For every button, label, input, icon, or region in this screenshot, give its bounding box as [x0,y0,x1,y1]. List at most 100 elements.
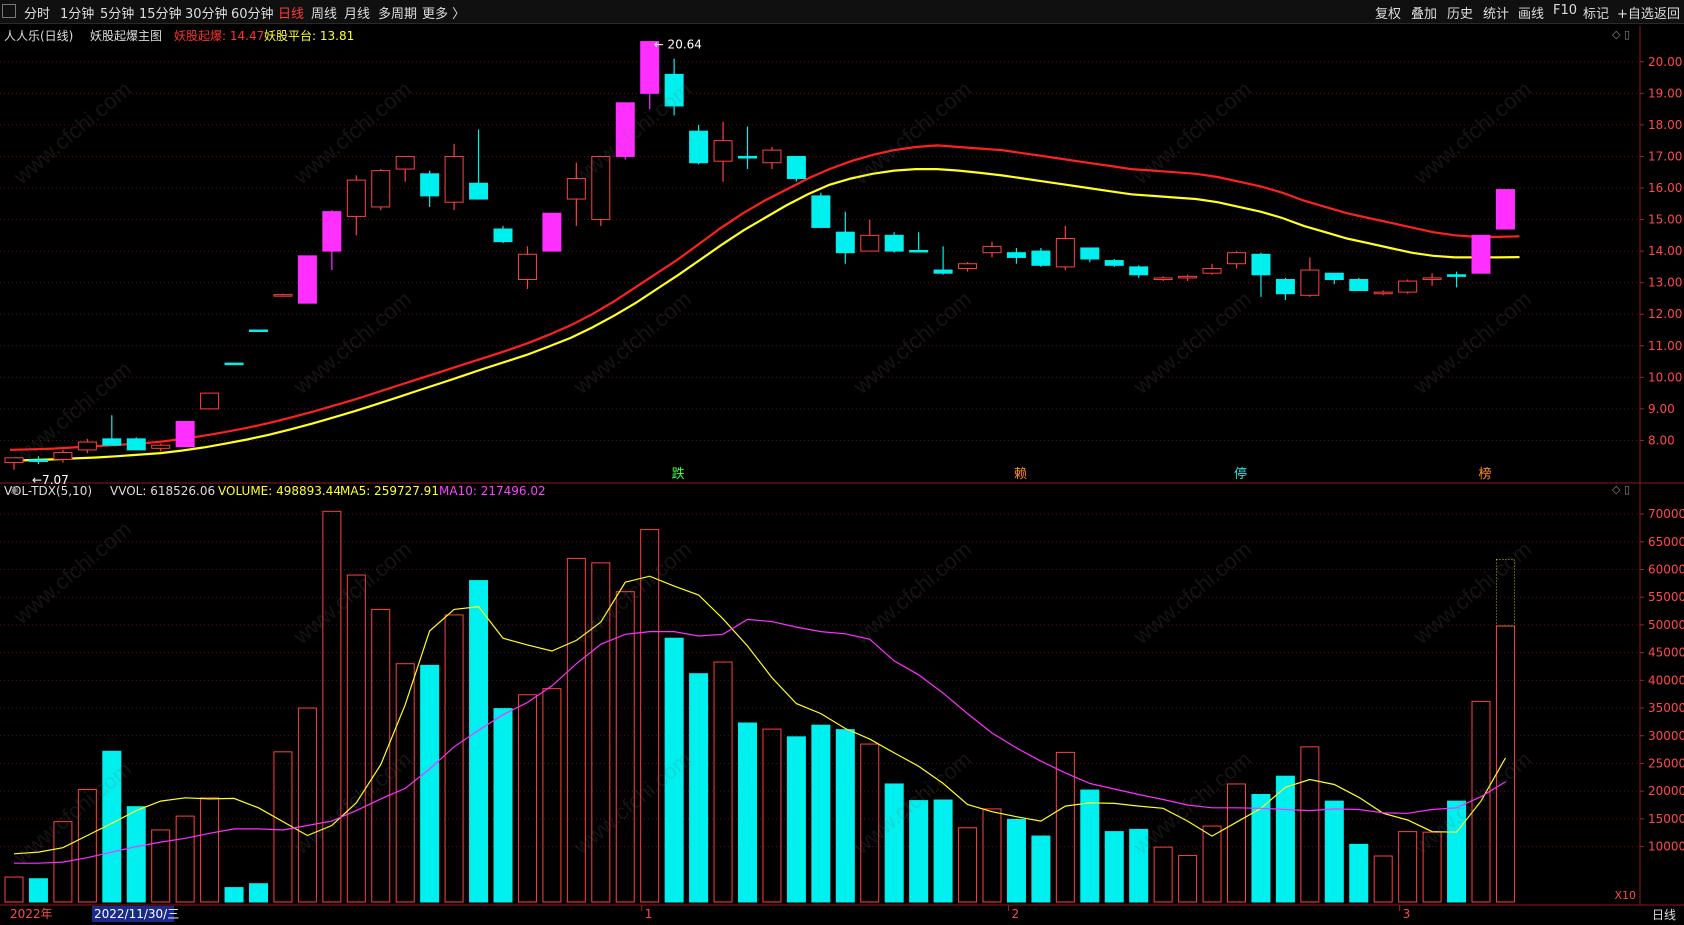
volume-bar [542,688,562,903]
period-tab-daily[interactable]: 日线 [278,7,305,22]
period-tab-more[interactable]: 更多 〉 [422,7,466,22]
volume-bar [322,510,342,903]
volume-bar [1006,818,1026,903]
candle-body [1251,253,1271,276]
candle-body [1202,267,1222,274]
candle-body [151,444,171,449]
price-tick-label: 14.00 [1648,244,1682,258]
candle-body [126,438,146,451]
period-tab-weekly[interactable]: 周线 [311,7,338,22]
line1-value: 妖股起爆: 14.47 [174,29,265,43]
period-tab-60min[interactable]: 60分钟 [231,7,274,22]
volume-bar [175,815,195,903]
volume-bar [1227,783,1246,903]
date-year-label: 2022年 [10,907,53,921]
vol-ma10-series [14,618,1506,864]
candle-body [1398,280,1418,293]
vvol-value: VVOL: 618526.06 [110,484,216,498]
bottom-period-tab[interactable]: 日线 [1651,908,1676,922]
candle-body [102,438,122,446]
candle-body [1153,277,1173,281]
volume-bar [1202,825,1222,903]
volume-bar [762,728,782,903]
volume-bar [517,694,537,903]
volume-bar [664,637,684,903]
candle-body [566,178,586,200]
volume-bar [469,580,489,903]
volume-bar [835,729,855,903]
candle-body [1031,250,1051,266]
volume-bar [640,529,660,903]
volume-bar [786,736,806,903]
volume-bar [4,876,24,903]
candle-body [1178,275,1198,279]
period-tab-monthly[interactable]: 月线 [344,7,371,22]
candle-body [786,155,806,180]
volume-bar [53,821,73,903]
volume-bar [1422,831,1442,903]
adjust-rights-button[interactable]: 复权 [1375,7,1402,22]
stock-title[interactable]: 人人乐(日线) [4,29,74,43]
volume-bar [395,663,415,903]
signal-mark: 停 [1234,466,1247,482]
candle-body [958,263,978,269]
volume-bar [1251,793,1271,903]
period-tab-1min[interactable]: 1分钟 [60,7,95,22]
date-cursor-label: 2022/11/30/三 [94,907,179,921]
price-tick-label: 10.00 [1648,370,1682,384]
back-button[interactable]: 返回 [1654,7,1681,22]
volume-bar [151,829,171,903]
period-toolbar: 分时 1分钟 5分钟 15分钟 30分钟 60分钟 日线 周线 月线 多周期 更… [0,0,1684,24]
candle-body [1104,260,1124,266]
candle-body [1080,247,1100,260]
volume-bar-forecast [1495,559,1515,627]
volume-bar [1324,800,1344,903]
signal-mark: 跌 [672,466,685,482]
volume-bar [249,883,268,903]
window-control-icon[interactable] [2,4,16,18]
price-tick-label: 13.00 [1648,276,1682,290]
candle-body [346,179,366,217]
main-indicator-name[interactable]: 妖股起爆主图 [90,29,163,43]
candle-body [811,195,831,228]
candle-body [420,173,440,197]
candle-body [1275,279,1295,295]
volume-tick-label: 20000 [1648,784,1684,798]
candle-body [1006,252,1026,258]
period-tab-30min[interactable]: 30分钟 [185,7,228,22]
volume-bar [1055,751,1075,903]
period-tab-multi[interactable]: 多周期 [378,7,418,22]
period-tab-5min[interactable]: 5分钟 [100,7,135,22]
volume-bar [1447,800,1467,903]
signal-mark: 赖 [1014,467,1027,482]
overlay-button[interactable]: 叠加 [1411,7,1438,22]
add-watchlist-button[interactable]: +自选 [1617,7,1654,22]
candle-body [640,41,660,94]
history-button[interactable]: 历史 [1447,7,1474,22]
ma5-value: MA5: 259727.91 [340,484,439,498]
statistics-button[interactable]: 统计 [1483,7,1510,22]
price-tick-label: 15.00 [1648,213,1682,227]
draw-line-button[interactable]: 画线 [1518,7,1545,22]
price-tick-label: 9.00 [1648,402,1675,416]
period-tab-timeshare[interactable]: 分时 [24,7,51,22]
f10-button[interactable]: F10 [1553,3,1578,18]
volume-bar [738,722,757,903]
mark-button[interactable]: 标记 [1583,7,1610,22]
high-price-label: ← 20.64 [654,38,702,52]
candle-body [884,234,904,252]
period-tab-15min[interactable]: 15分钟 [139,7,182,22]
volume-tick-label: 40000 [1648,673,1684,687]
price-tick-label: 17.00 [1648,149,1682,163]
volume-tick-label: 50000 [1648,618,1684,632]
candle-body [860,234,880,252]
volume-bar [1300,746,1320,903]
volume-bar [933,799,953,903]
indicator-toggle-icon: ◉ [10,485,19,496]
vol-indicator-name[interactable]: VOL-TDX(5,10) [4,484,93,498]
candle-body [591,155,611,221]
candle-body [982,245,1002,254]
month-label: 3 [1403,907,1411,921]
candle-body [664,73,684,107]
